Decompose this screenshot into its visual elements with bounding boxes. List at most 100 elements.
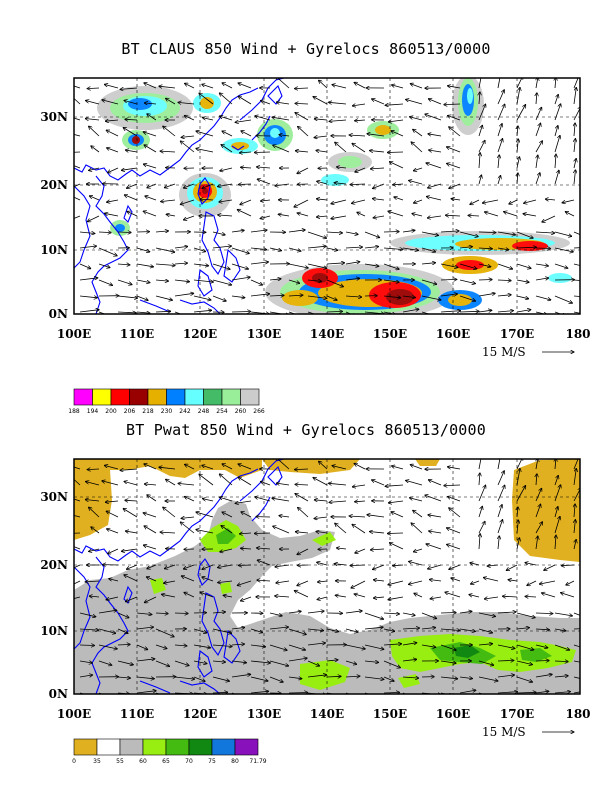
- lon-label-120e: 120E: [183, 327, 217, 341]
- wind-vector: [155, 628, 174, 637]
- wind-vector: [383, 660, 401, 668]
- wind-vector: [174, 246, 188, 248]
- wind-vector: [470, 580, 480, 584]
- wind-vector: [144, 83, 157, 89]
- wind-vector: [483, 578, 499, 582]
- wind-vector: [364, 661, 379, 662]
- wind-vector: [307, 263, 327, 268]
- wind-vector: [354, 463, 366, 470]
- wind-vector: [276, 581, 290, 583]
- wind-vector: [497, 505, 502, 518]
- wind-vector: [143, 545, 157, 550]
- wind-vector: [497, 311, 514, 312]
- wind-vector: [535, 691, 549, 693]
- wind-vector: [144, 464, 157, 470]
- wind-vector: [573, 459, 579, 470]
- wind-vector: [326, 676, 341, 677]
- wind-vector: [127, 211, 138, 217]
- wind-vector: [250, 262, 269, 265]
- wind-vector: [326, 628, 339, 632]
- colorbar-swatch: [129, 388, 149, 406]
- wind-vector: [372, 564, 385, 570]
- wind-vector: [369, 151, 385, 153]
- wind-vector: [298, 507, 309, 518]
- wind-vector: [497, 280, 511, 281]
- wind-vector: [269, 612, 282, 616]
- colorbar-label: 260: [235, 408, 247, 415]
- wind-vector: [478, 310, 492, 312]
- wind-vector: [275, 565, 290, 567]
- colorbar-swatch: [166, 388, 186, 406]
- wind-vector: [516, 612, 535, 618]
- wind-vector: [74, 196, 81, 201]
- wind-vector: [554, 692, 571, 693]
- wind-vector: [440, 311, 461, 312]
- colorbar-label: 35: [93, 758, 101, 765]
- wind-vector: [329, 501, 347, 502]
- wind-vector: [193, 628, 207, 633]
- wind-vector: [413, 129, 423, 137]
- wind-vector: [307, 295, 327, 298]
- wind-vector: [459, 279, 476, 284]
- wind-vector: [554, 170, 559, 185]
- wind-vector: [202, 183, 214, 188]
- wind-vector: [326, 311, 343, 312]
- wind-vector: [349, 135, 366, 136]
- wind-vector: [104, 465, 119, 470]
- wind-vector: [429, 531, 442, 533]
- pwat-map-panel: [73, 458, 581, 695]
- lon-label-110e-b: 110E: [120, 707, 154, 721]
- wind-vector: [155, 644, 167, 649]
- wind-vector: [478, 644, 493, 645]
- wind-vector: [193, 279, 213, 282]
- wind-vector: [478, 293, 495, 297]
- wind-vector: [352, 524, 366, 534]
- wind-vector: [273, 526, 290, 534]
- wind-vector: [125, 119, 138, 120]
- wind-vector: [502, 596, 518, 597]
- wind-vector: [313, 97, 328, 105]
- wind-vector: [449, 127, 461, 137]
- wind-vector: [428, 99, 442, 105]
- wind-vector: [516, 692, 536, 693]
- wind-vector: [536, 93, 537, 105]
- wind-vector: [478, 280, 492, 281]
- wind-vector: [86, 482, 100, 486]
- wind-vector: [573, 279, 580, 281]
- wind-vector: [297, 167, 309, 174]
- wind-vector: [370, 549, 385, 550]
- wind-vector: [238, 464, 252, 470]
- wind-vector: [498, 155, 499, 169]
- wind-vector: [219, 474, 233, 486]
- wind-vector: [388, 211, 404, 217]
- wind-vector: [573, 78, 579, 89]
- wind-vector: [497, 263, 513, 269]
- wind-vector: [334, 564, 347, 565]
- wind-vector: [336, 167, 347, 168]
- wind-vector: [428, 480, 442, 486]
- wind-vector: [240, 596, 252, 601]
- wind-vector: [459, 247, 473, 248]
- wind-vector: [74, 580, 81, 585]
- wind-vector: [307, 611, 324, 613]
- wind-vector: [334, 183, 347, 184]
- wind-vector: [351, 580, 366, 588]
- wind-vector: [469, 595, 480, 598]
- wind-vector: [255, 497, 271, 502]
- wind-vector: [238, 83, 252, 89]
- wind-vector: [478, 485, 486, 502]
- wind-vector: [449, 564, 461, 569]
- wind-vector: [231, 674, 251, 678]
- wind-vector: [392, 466, 404, 470]
- wind-vector: [413, 510, 423, 518]
- wind-vector: [185, 464, 195, 470]
- bottom-panel-title: BT Pwat 850 Wind + Gyrelocs 860513/0000: [126, 421, 486, 439]
- wind-vector: [345, 611, 362, 614]
- wind-vector: [573, 644, 580, 648]
- wind-vector: [554, 126, 558, 137]
- wind-vector: [106, 596, 119, 600]
- wind-vector: [351, 199, 366, 203]
- colorbar-swatch: [110, 388, 130, 406]
- wind-vector: [288, 279, 300, 283]
- wind-vector: [85, 500, 100, 502]
